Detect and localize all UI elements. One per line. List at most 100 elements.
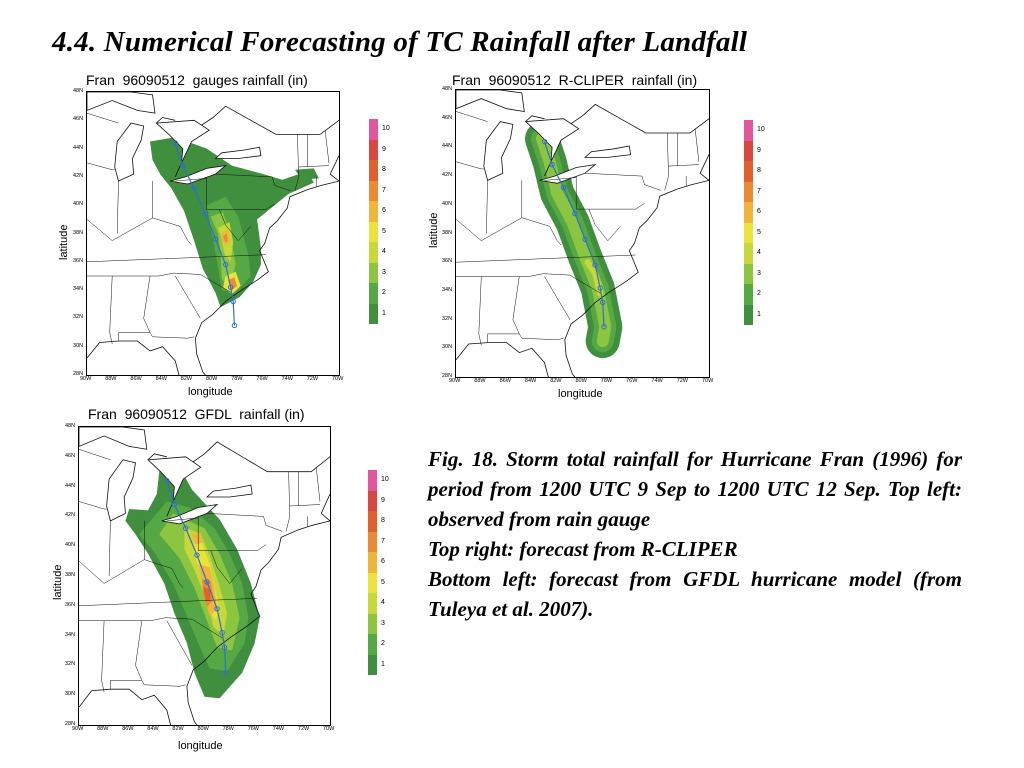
colorbar-segment (369, 180, 378, 201)
state-boundary (456, 254, 636, 263)
lake (214, 146, 262, 159)
track-point (191, 185, 197, 191)
lon-tick-label: 82W (172, 726, 184, 732)
track-line (174, 142, 235, 326)
lat-tick-label: 36N (65, 601, 76, 608)
state-boundary (166, 517, 199, 522)
lat-tick-label: 48N (442, 86, 453, 92)
colorbar-label: 1 (757, 310, 761, 318)
colorbar-segment (744, 202, 753, 223)
lon-tick-label: 74W (281, 376, 293, 382)
map-frame (86, 91, 340, 376)
lon-tick-label: 70W (332, 376, 344, 382)
state-boundary (315, 467, 321, 502)
geography (87, 92, 339, 375)
state-boundary (668, 164, 699, 167)
lat-tick-label: 42N (73, 172, 84, 179)
colorbar-segment (744, 222, 753, 243)
colorbar-label: 9 (382, 145, 386, 153)
coastline (525, 115, 545, 122)
lat-tick-label: 30N (65, 691, 76, 698)
lon-tick-label: 72W (297, 726, 310, 732)
lon-tick-label: 74W (651, 378, 663, 384)
colorbar-label: 7 (757, 187, 761, 195)
state-boundary (79, 449, 111, 461)
colorbar-segment (369, 119, 378, 140)
y-axis-label: latitude (58, 224, 70, 260)
panel-title: Fran 96090512 GFDL rainfall (in) (88, 406, 305, 422)
lon-tick-label: 84W (155, 376, 167, 382)
colorbar-label: 4 (381, 599, 385, 607)
lat-tick-label: 48N (65, 423, 76, 429)
lake (106, 459, 136, 522)
colorbar-label: 9 (757, 146, 761, 154)
colorbar-segment (369, 201, 378, 222)
rainfall-field (150, 137, 319, 308)
slide-title: 4.4. Numerical Forecasting of TC Rainfal… (52, 26, 748, 58)
lake (483, 121, 514, 181)
colorbar-segment (744, 284, 753, 305)
rainfall-contour (223, 233, 228, 242)
colorbar-label: 7 (382, 186, 386, 194)
state-boundary (79, 617, 224, 639)
panel-gfdl: Fran 96090512 GFDL rainfall (in) latitud… (50, 404, 390, 760)
colorbar-segment (744, 243, 753, 264)
colorbar-label: 2 (382, 289, 386, 297)
lat-tick-label: 30N (73, 342, 84, 349)
lon-tick-label: 80W (575, 378, 587, 384)
lon-tick-label: 78W (600, 378, 613, 384)
state-boundary (456, 273, 602, 295)
lat-tick-label: 36N (73, 257, 84, 264)
map-frame (78, 426, 331, 726)
lon-tick-label: 82W (180, 376, 193, 382)
state-boundary (219, 209, 251, 241)
lon-tick-label: 90W (80, 376, 92, 382)
colorbar-segment (744, 120, 753, 141)
track-point (541, 138, 548, 145)
state-boundary (149, 332, 195, 339)
lat-tick-label: 42N (65, 512, 76, 519)
colorbar-segment (368, 613, 377, 634)
lat-tick-label: 28N (65, 721, 76, 727)
lon-tick-label: 90W (449, 378, 461, 384)
state-boundary (285, 471, 291, 532)
lon-tick-label: 88W (105, 376, 117, 382)
lat-tick-label: 40N (442, 200, 453, 207)
track-point (180, 162, 186, 169)
lon-tick-label: 90W (72, 726, 84, 732)
state-boundary (324, 130, 330, 163)
lake (79, 427, 148, 450)
state-boundary (101, 620, 105, 693)
colorbar-segment (369, 303, 378, 324)
colorbar-segment (368, 572, 377, 593)
lon-tick-label: 74W (272, 726, 285, 732)
lat-tick-label: 32N (73, 314, 84, 321)
state-boundary (486, 180, 488, 234)
colorbar-label: 1 (381, 660, 385, 668)
colorbar-label: 10 (757, 126, 765, 134)
lake (205, 484, 253, 498)
track-point (202, 210, 209, 217)
lon-tick-label: 80W (197, 726, 209, 732)
state-boundary (87, 254, 266, 263)
track-point (221, 644, 228, 651)
lake (539, 163, 597, 184)
colorbar-label: 1 (382, 309, 386, 317)
track-point (592, 262, 598, 268)
lat-tick-label: 36N (442, 258, 453, 265)
track-point (212, 236, 219, 242)
geography (79, 427, 330, 725)
track-point (572, 210, 578, 217)
colorbar-label: 3 (757, 269, 761, 277)
state-boundary (544, 276, 571, 320)
coastline (147, 453, 167, 461)
track-point (172, 140, 178, 146)
state-boundary (575, 176, 645, 210)
rainfall-map (79, 427, 330, 725)
lon-tick-label: 88W (474, 378, 486, 384)
track-point (600, 299, 606, 306)
state-boundary (109, 275, 113, 344)
lake (155, 119, 210, 163)
lon-tick-label: 76W (256, 376, 268, 382)
colorbar-segment (369, 139, 378, 160)
